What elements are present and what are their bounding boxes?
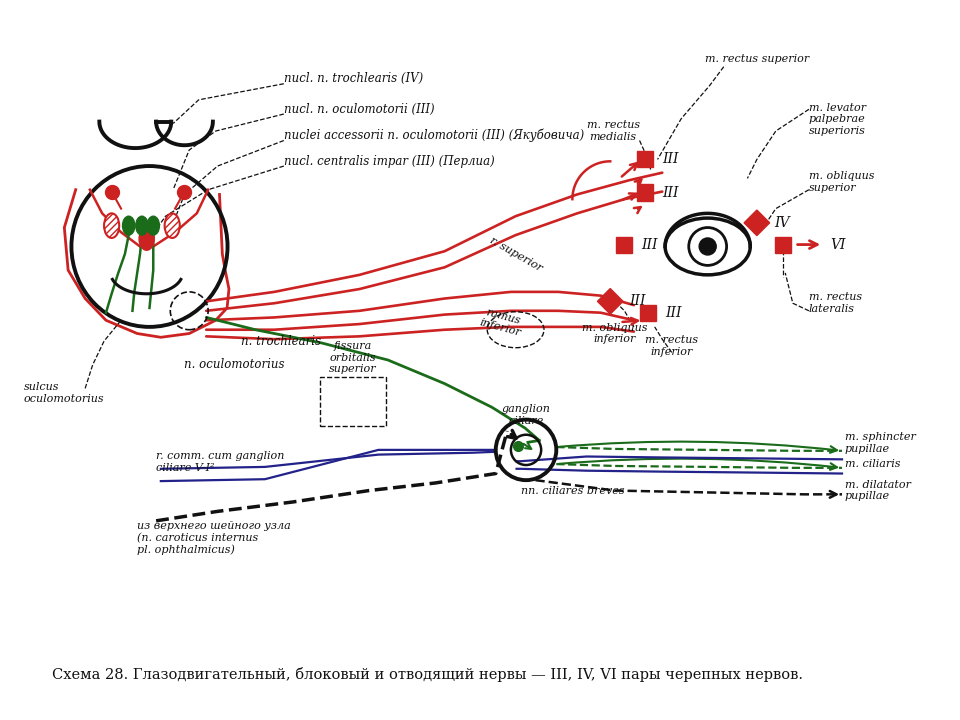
Text: ganglion
ciliare: ganglion ciliare bbox=[501, 404, 550, 426]
Text: m. ciliaris: m. ciliaris bbox=[845, 459, 900, 469]
Bar bbox=[637, 151, 653, 168]
Polygon shape bbox=[744, 210, 770, 235]
Text: III: III bbox=[629, 294, 646, 308]
Text: m. rectus
medialis: m. rectus medialis bbox=[587, 120, 639, 142]
Text: m. rectus
lateralis: m. rectus lateralis bbox=[809, 292, 862, 314]
Ellipse shape bbox=[147, 216, 159, 235]
Bar bbox=[776, 237, 791, 253]
Bar bbox=[616, 237, 633, 253]
Bar bbox=[320, 377, 386, 426]
Text: m. levator
palpebrae
superioris: m. levator palpebrae superioris bbox=[809, 103, 866, 136]
Ellipse shape bbox=[104, 213, 119, 238]
Bar bbox=[640, 305, 656, 320]
Text: III: III bbox=[641, 238, 658, 251]
Text: III: III bbox=[665, 306, 682, 320]
Text: sulcus
oculomotorius: sulcus oculomotorius bbox=[24, 382, 105, 404]
Text: r. comm. cum ganglion
ciliare V-I²: r. comm. cum ganglion ciliare V-I² bbox=[156, 451, 284, 473]
Text: Схема 28. Глазодвигательный, блоковый и отводящий нервы — III, IV, VI пары череп: Схема 28. Глазодвигательный, блоковый и … bbox=[52, 667, 803, 682]
Text: fissura
orbitalis
superior: fissura orbitalis superior bbox=[329, 341, 376, 374]
Text: nucl. n. oculomotorii (III): nucl. n. oculomotorii (III) bbox=[284, 103, 435, 116]
Text: nuclei accessorii n. oculomotorii (III) (Якубовича): nuclei accessorii n. oculomotorii (III) … bbox=[284, 128, 584, 142]
Text: n. trochlearis: n. trochlearis bbox=[241, 335, 322, 348]
Bar bbox=[637, 184, 653, 201]
Text: m. sphincter
pupillae: m. sphincter pupillae bbox=[845, 433, 916, 454]
Ellipse shape bbox=[135, 216, 148, 235]
Text: nn. ciliares breves: nn. ciliares breves bbox=[521, 485, 625, 495]
Text: ramus
inferior: ramus inferior bbox=[478, 306, 525, 338]
Text: III: III bbox=[662, 153, 679, 166]
Ellipse shape bbox=[123, 216, 134, 235]
Ellipse shape bbox=[139, 228, 155, 251]
Text: m. rectus superior: m. rectus superior bbox=[705, 54, 809, 64]
Polygon shape bbox=[597, 289, 623, 314]
Text: nucl. centralis impar (III) (Перлиа): nucl. centralis impar (III) (Перлиа) bbox=[284, 155, 494, 168]
Text: m. rectus
inferior: m. rectus inferior bbox=[645, 335, 698, 356]
Text: m. dilatator
pupillae: m. dilatator pupillae bbox=[845, 480, 911, 501]
Text: nucl. n. trochlearis (IV): nucl. n. trochlearis (IV) bbox=[284, 71, 423, 84]
Text: VI: VI bbox=[830, 238, 846, 251]
Ellipse shape bbox=[164, 213, 180, 238]
Text: m. obliquus
superior: m. obliquus superior bbox=[809, 171, 875, 193]
Text: n. oculomotorius: n. oculomotorius bbox=[184, 359, 285, 372]
Text: IV: IV bbox=[774, 216, 789, 230]
Circle shape bbox=[699, 238, 716, 255]
Text: r. superior: r. superior bbox=[488, 235, 543, 273]
Text: из верхнего шейного узла
(n. caroticus internus
pl. ophthalmicus): из верхнего шейного узла (n. caroticus i… bbox=[137, 521, 291, 555]
Text: III: III bbox=[662, 186, 679, 199]
Text: m. obliquus
inferior: m. obliquus inferior bbox=[582, 323, 648, 344]
